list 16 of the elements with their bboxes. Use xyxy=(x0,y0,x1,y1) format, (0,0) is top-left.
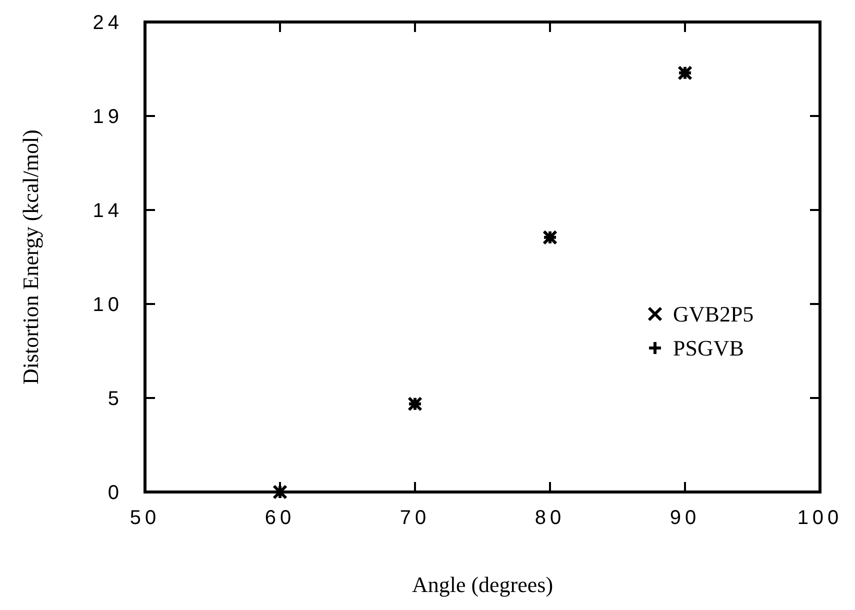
x-tick-label: 70 xyxy=(400,507,430,529)
x-tick-label: 80 xyxy=(534,507,566,529)
x-tick-label: 90 xyxy=(670,507,700,529)
y-tick-label: 0 xyxy=(108,482,123,504)
y-tick-label: 19 xyxy=(92,106,123,128)
y-tick-label: 10 xyxy=(92,294,123,316)
x-axis-title: Angle (degrees) xyxy=(412,572,554,597)
x-tick-label: 60 xyxy=(264,507,296,529)
y-axis-title: Distortion Energy (kcal/mol) xyxy=(18,130,43,384)
y-tick-label: 24 xyxy=(92,12,123,34)
x-tick-label: 50 xyxy=(130,507,160,529)
legend-label: GVB2P5 xyxy=(673,302,754,327)
legend-label: PSGVB xyxy=(673,336,744,361)
y-tick-label: 5 xyxy=(108,388,123,410)
x-tick-label: 100 xyxy=(797,507,843,529)
y-tick-label: 14 xyxy=(92,200,123,222)
